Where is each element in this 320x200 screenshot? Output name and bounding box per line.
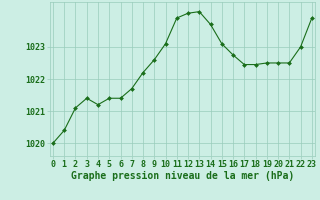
X-axis label: Graphe pression niveau de la mer (hPa): Graphe pression niveau de la mer (hPa) — [71, 171, 294, 181]
